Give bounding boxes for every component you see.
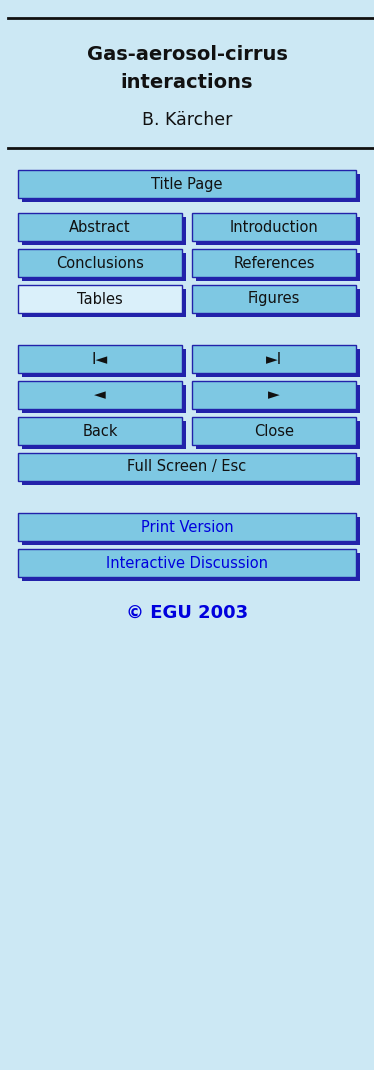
Bar	[196, 289, 360, 317]
Text: References: References	[233, 256, 315, 271]
Bar	[22, 289, 186, 317]
Text: ◄: ◄	[94, 387, 106, 402]
Bar	[22, 517, 360, 545]
Text: Figures: Figures	[248, 291, 300, 306]
Text: Abstract: Abstract	[69, 219, 131, 234]
Bar	[22, 217, 186, 245]
Bar	[192, 249, 356, 277]
Bar	[22, 553, 360, 581]
Text: Conclusions: Conclusions	[56, 256, 144, 271]
Bar	[192, 213, 356, 241]
Bar	[22, 174, 360, 202]
Bar	[192, 381, 356, 409]
Bar	[196, 217, 360, 245]
Text: © EGU 2003: © EGU 2003	[126, 603, 248, 622]
Text: Close: Close	[254, 424, 294, 439]
Text: Interactive Discussion: Interactive Discussion	[106, 555, 268, 570]
Bar	[22, 421, 186, 449]
Text: interactions: interactions	[121, 73, 253, 92]
Bar	[22, 253, 186, 281]
Bar	[22, 457, 360, 485]
Text: Gas-aerosol-cirrus: Gas-aerosol-cirrus	[86, 46, 288, 64]
Bar	[18, 213, 182, 241]
Text: ►: ►	[268, 387, 280, 402]
Bar	[196, 349, 360, 377]
Bar	[196, 421, 360, 449]
Text: I◄: I◄	[92, 352, 108, 367]
Text: Title Page: Title Page	[151, 177, 223, 192]
Text: Introduction: Introduction	[230, 219, 318, 234]
Bar	[18, 513, 356, 541]
Text: Full Screen / Esc: Full Screen / Esc	[128, 459, 246, 474]
Bar	[18, 417, 182, 445]
Text: Print Version: Print Version	[141, 520, 233, 535]
Bar	[192, 285, 356, 314]
Bar	[192, 345, 356, 373]
Bar	[192, 417, 356, 445]
Text: ►I: ►I	[266, 352, 282, 367]
Text: Tables: Tables	[77, 291, 123, 306]
Bar	[18, 549, 356, 577]
Bar	[22, 385, 186, 413]
Bar	[22, 349, 186, 377]
Bar	[18, 345, 182, 373]
Bar	[196, 253, 360, 281]
Text: B. Kärcher: B. Kärcher	[142, 111, 232, 129]
Text: Back: Back	[82, 424, 118, 439]
Bar	[18, 381, 182, 409]
Bar	[18, 170, 356, 198]
Bar	[18, 285, 182, 314]
Bar	[18, 249, 182, 277]
Bar	[18, 453, 356, 482]
Bar	[196, 385, 360, 413]
